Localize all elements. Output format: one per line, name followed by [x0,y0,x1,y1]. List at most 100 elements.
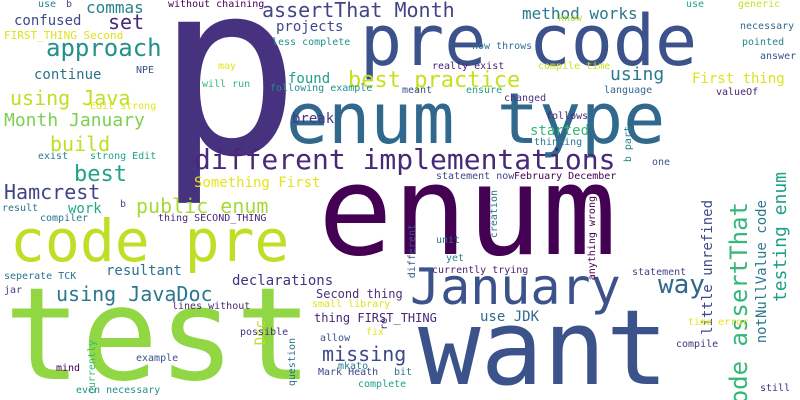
word-confused: confused [14,13,82,29]
word-npe: NPE [136,65,155,76]
word-break: break [292,111,335,127]
word-exist: exist [38,151,69,162]
word-less-complete: less complete [272,37,351,48]
word-pre-code: pre code [360,0,698,82]
word-question: question [287,338,298,387]
word-bit: bit [394,367,413,378]
word-set: set [108,10,145,34]
word-missing: missing [322,342,407,366]
word-jar: jar [4,285,23,296]
word-continue: continue [34,67,102,83]
word-code-assertthat: code assertThat [725,202,753,400]
word-best-practice: best practice [348,68,521,93]
word-compiler: compiler [40,213,89,224]
word-pointed: pointed [742,37,785,48]
word-now-throws: now throws [472,41,533,52]
word-want: want [418,287,669,400]
word-will-run: will run [202,79,251,90]
word-b-2: b [120,199,127,210]
word-testing-enum: testing enum [770,172,791,303]
word-allow: allow [320,333,351,344]
word-anything-wrong: anything wrong [587,196,598,281]
word-thinking: thinking [534,137,583,148]
word-mkato: mkato [338,361,369,372]
word-thing-second-thing: thing SECOND_THING [158,213,267,224]
word-without-chaining: without chaining [168,0,265,10]
word-result: result [2,203,39,214]
word-seperate-tck: seperate TCK [4,271,77,282]
word-way: way [658,270,705,300]
word-public-enum: public enum [136,194,269,218]
word-answer: answer [760,51,797,62]
word-time-error: time error [688,317,749,328]
word-following-example: following example [270,83,373,94]
word-edit-strong: Edit strong [90,101,157,112]
word-mind: mind [56,363,81,374]
word-b-1: b [66,0,73,10]
word-use-2: use [686,0,705,10]
word-little-unrefined: little unrefined [700,200,716,335]
word-compile-time: compile time [538,61,611,72]
word-valueof: valueOf [716,87,759,98]
word-commas: commas [86,0,144,17]
word-resultant: resultant [106,263,182,279]
word-code-pre: code pre [10,207,290,275]
word-creation: creation [489,190,500,239]
word-different-implementations: different implementations [194,143,616,176]
word-ensure: ensure [466,85,503,96]
word-unit: unit [436,235,461,246]
word-declarations: declarations [232,273,334,289]
word-follows: follows [546,111,589,122]
word-statement: statement [632,267,687,278]
word-strong-edit: strong Edit [90,151,157,162]
word-mark-heath: Mark Heath [318,367,379,378]
word-meant: meant [402,85,433,96]
word-may: may [218,61,237,72]
word-hamcrest: Hamcrest [4,180,101,204]
word-first-thing: First thing [692,71,785,87]
word-method-works: method works [522,4,638,23]
word-compile: compile [676,339,719,350]
word-found: found [288,71,331,87]
word-b-part: b part [623,126,634,163]
word-p: p [156,0,301,210]
word-know: know [558,13,583,24]
word-using-java: using Java [10,86,131,110]
word-currently-trying: currently trying [432,265,529,276]
word-enum: enum [318,140,617,284]
word-using: using [610,64,665,85]
word-necessary: necessary [740,21,795,32]
word-work: work [68,201,102,217]
word-lines-without: lines without [172,301,251,312]
word-approach: approach [46,34,162,62]
word-february-december: February December [514,171,617,182]
word-january: January [410,258,621,316]
word-small-library: small library [312,299,391,310]
word-different: different [407,224,418,279]
word-test: test [4,261,313,400]
word-second-thing: Second thing [316,287,403,301]
word-projects: projects [276,19,344,35]
word-language: language [604,85,653,96]
word-build: build [50,132,111,156]
word-fix: fix [366,327,385,338]
word-possible: possible [240,327,289,338]
word-assertthat-month: assertThat Month [262,0,455,22]
word-started: started [530,123,590,139]
word-yet: yet [446,253,465,264]
word-generic: generic [738,0,781,10]
word-use-jdk: use JDK [480,309,540,325]
word-complete: complete [358,379,407,390]
word-using-javadoc: using JavaDoc [56,282,213,306]
word-even-necessary: even necessary [76,385,161,396]
word-enum-type: enum type [286,78,666,160]
word-something-first: Something First [194,175,321,191]
word-really-exist: really exist [432,61,505,72]
word-example: example [136,353,179,364]
word-changed: changed [504,93,547,104]
word-one: one [652,157,671,168]
word-notnullvalue-code: notNullValue code [754,200,770,344]
word-first-thing-second: FIRST_THING Second [4,29,124,42]
word-best: best [74,162,127,187]
